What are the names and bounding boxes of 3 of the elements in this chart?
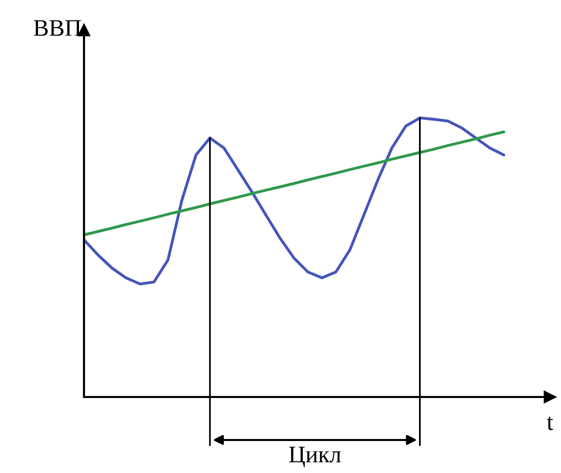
text: Цикл xyxy=(289,446,341,468)
x-axis-title: t xyxy=(546,416,554,430)
y-axis-title: ВВП xyxy=(34,20,81,36)
